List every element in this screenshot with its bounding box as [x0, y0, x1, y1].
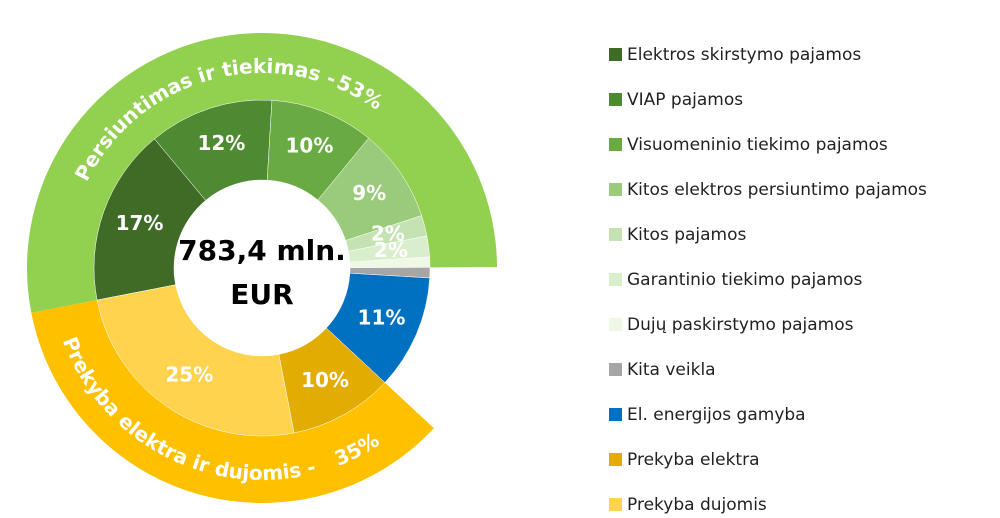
legend-swatch — [609, 318, 622, 331]
legend-text: Garantinio tiekimo pajamos — [627, 270, 863, 290]
legend-text: VIAP pajamos — [627, 90, 743, 110]
legend-swatch — [609, 138, 622, 151]
legend-text: Prekyba dujomis — [627, 495, 767, 515]
legend-swatch — [609, 228, 622, 241]
outer-segment — [31, 300, 434, 503]
legend-swatch — [609, 48, 622, 61]
legend-text: Prekyba elektra — [627, 450, 760, 470]
legend-swatch — [609, 183, 622, 196]
center-label: 783,4 mln. — [178, 234, 346, 267]
center-label: EUR — [230, 278, 293, 311]
rings — [26, 32, 497, 503]
legend-text: Kitos elektros persiuntimo pajamos — [627, 180, 927, 200]
legend-text: Elektros skirstymo pajamos — [627, 45, 861, 65]
legend-text: Visuomeninio tiekimo pajamos — [627, 135, 888, 155]
legend-swatch — [609, 273, 622, 286]
center-hole — [174, 180, 350, 356]
segment-label: 2% — [374, 238, 408, 262]
legend-swatch — [609, 93, 622, 106]
segment-label: 10% — [301, 368, 349, 392]
legend-swatch — [609, 453, 622, 466]
legend-text: El. energijos gamyba — [627, 405, 806, 425]
legend-text: Kita veikla — [627, 360, 716, 380]
segment-label: 11% — [358, 306, 406, 330]
segment-label: 2% — [371, 222, 405, 246]
legend-swatch — [609, 408, 622, 421]
segment-label: 25% — [165, 362, 213, 386]
legend-swatch — [609, 498, 622, 511]
legend-swatch — [609, 363, 622, 376]
outer-segment — [26, 32, 497, 313]
segment-label: 10% — [285, 133, 333, 157]
legend-text: Kitos pajamos — [627, 225, 747, 245]
legend-text: Dujų paskirstymo pajamos — [627, 315, 854, 335]
segment-label: 12% — [197, 131, 245, 155]
segment-label: 17% — [116, 211, 164, 235]
segment-label: 9% — [352, 181, 386, 205]
